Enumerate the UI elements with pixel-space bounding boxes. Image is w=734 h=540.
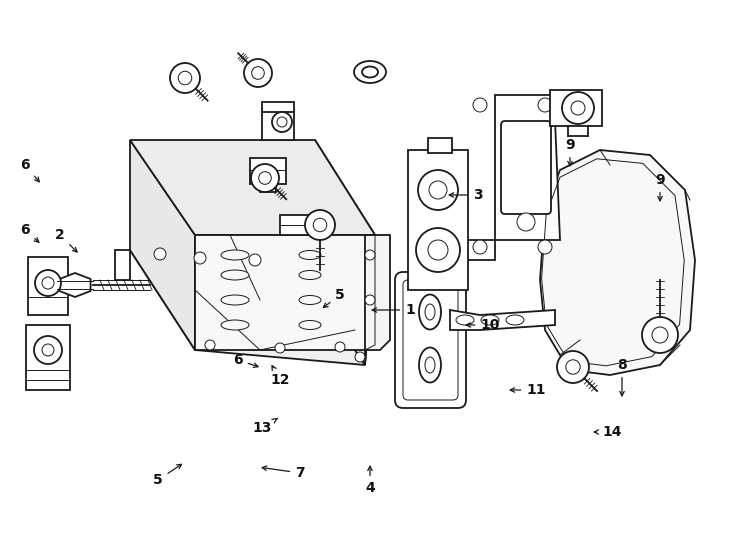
Text: 3: 3	[449, 188, 483, 202]
Ellipse shape	[506, 315, 524, 325]
Ellipse shape	[299, 251, 321, 260]
Text: 11: 11	[510, 383, 546, 397]
Polygon shape	[540, 150, 695, 375]
Ellipse shape	[299, 321, 321, 329]
Text: 2: 2	[55, 228, 77, 252]
Polygon shape	[305, 140, 375, 365]
Circle shape	[473, 240, 487, 254]
Bar	[262, 110, 294, 140]
Circle shape	[538, 98, 552, 112]
Text: 14: 14	[595, 425, 622, 439]
Bar	[28, 257, 68, 315]
Bar	[408, 150, 468, 290]
Circle shape	[418, 170, 458, 210]
Circle shape	[35, 270, 61, 296]
Bar	[26, 325, 70, 390]
Ellipse shape	[419, 294, 441, 329]
Text: 5: 5	[153, 464, 181, 487]
Text: 9: 9	[655, 173, 665, 201]
Circle shape	[538, 240, 552, 254]
Circle shape	[642, 317, 678, 353]
Circle shape	[517, 213, 535, 231]
Text: 10: 10	[466, 318, 500, 332]
Circle shape	[244, 59, 272, 87]
Ellipse shape	[221, 295, 249, 305]
Ellipse shape	[481, 315, 499, 325]
Circle shape	[562, 92, 594, 124]
Ellipse shape	[419, 348, 441, 382]
Bar	[550, 90, 602, 126]
Text: 7: 7	[262, 466, 305, 480]
Circle shape	[365, 295, 375, 305]
Ellipse shape	[221, 320, 249, 330]
Text: 4: 4	[365, 466, 375, 495]
Polygon shape	[195, 235, 375, 365]
Text: 9: 9	[565, 138, 575, 166]
Ellipse shape	[362, 66, 378, 78]
Circle shape	[355, 352, 365, 362]
Circle shape	[249, 254, 261, 266]
FancyBboxPatch shape	[501, 121, 551, 214]
Circle shape	[272, 112, 292, 132]
Circle shape	[205, 340, 215, 350]
Text: 8: 8	[617, 358, 627, 396]
Polygon shape	[450, 310, 555, 330]
Text: 6: 6	[233, 353, 258, 367]
Ellipse shape	[221, 270, 249, 280]
Ellipse shape	[299, 271, 321, 280]
Bar	[260, 182, 276, 192]
Circle shape	[335, 342, 345, 352]
Polygon shape	[130, 140, 195, 350]
Polygon shape	[465, 95, 560, 260]
Circle shape	[154, 248, 166, 260]
Circle shape	[194, 252, 206, 264]
FancyBboxPatch shape	[395, 272, 466, 408]
Text: 13: 13	[252, 418, 277, 435]
Bar	[250, 158, 286, 184]
Bar	[428, 138, 452, 153]
Ellipse shape	[456, 315, 474, 325]
Text: 12: 12	[270, 366, 290, 387]
Polygon shape	[130, 140, 375, 235]
Polygon shape	[130, 250, 365, 365]
Circle shape	[557, 351, 589, 383]
Circle shape	[473, 98, 487, 112]
Polygon shape	[115, 250, 130, 280]
Circle shape	[275, 343, 285, 353]
Polygon shape	[355, 235, 390, 365]
Text: 5: 5	[324, 288, 345, 307]
Polygon shape	[59, 273, 90, 297]
Bar	[262, 102, 294, 112]
Ellipse shape	[221, 250, 249, 260]
Text: 1: 1	[372, 303, 415, 317]
Ellipse shape	[299, 295, 321, 305]
Circle shape	[34, 336, 62, 364]
Circle shape	[365, 250, 375, 260]
Ellipse shape	[354, 61, 386, 83]
Circle shape	[170, 63, 200, 93]
Polygon shape	[280, 215, 330, 235]
Text: 6: 6	[21, 158, 40, 182]
Circle shape	[305, 210, 335, 240]
Circle shape	[416, 228, 460, 272]
Text: 6: 6	[21, 223, 39, 242]
Circle shape	[251, 164, 279, 192]
